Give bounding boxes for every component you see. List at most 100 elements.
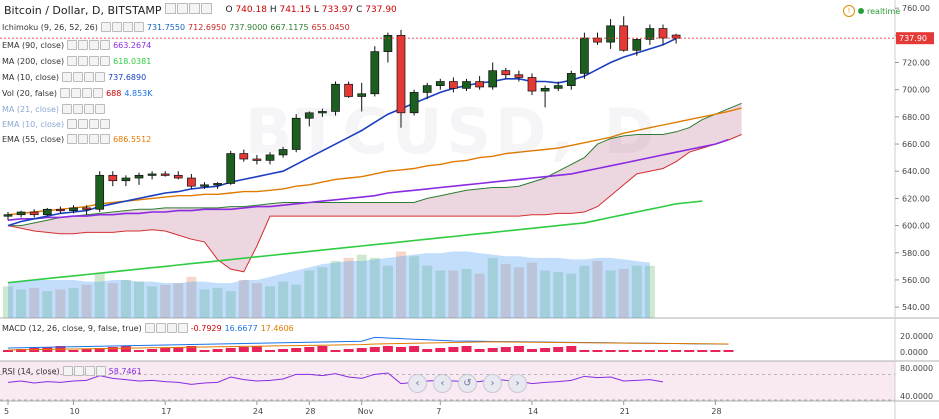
macd-legend[interactable]: MACD (12, 26, close, 9, false, true) -0.7… xyxy=(2,323,294,333)
candle xyxy=(645,24,655,45)
tool-icon[interactable] xyxy=(78,40,89,50)
indicator-0[interactable]: Ichimoku (9, 26, 52, 26) 731.7550 712.6950… xyxy=(2,22,350,32)
alert-circle-icon[interactable]: ! xyxy=(843,5,855,17)
tool-icon[interactable] xyxy=(62,72,73,82)
candle-body xyxy=(671,34,681,39)
tool-icon[interactable] xyxy=(95,366,106,376)
tool-icon[interactable] xyxy=(100,119,111,129)
indicator-tools[interactable] xyxy=(62,72,106,82)
tool-icon[interactable] xyxy=(100,22,111,32)
indicator-value: 737.6890 xyxy=(108,72,147,82)
indicator-3[interactable]: MA (10, close) 737.6890 xyxy=(2,72,146,82)
indicator-7[interactable]: EMA (55, close) 686.5512 xyxy=(2,134,151,144)
volume-bar xyxy=(631,265,642,318)
indicator-value: 655.0450 xyxy=(311,22,350,32)
macd-histogram-bar xyxy=(81,349,92,352)
indicator-label: MA (200, close) xyxy=(2,56,65,66)
tool-icon[interactable] xyxy=(67,56,78,66)
tool-icon[interactable] xyxy=(84,104,95,114)
rsi-legend[interactable]: RSI (14, close) 58.7461 xyxy=(2,366,142,376)
indicator-1[interactable]: EMA (90, close) 663.2674 xyxy=(2,40,151,50)
tool-icon[interactable] xyxy=(93,88,104,98)
macd-histogram-bar xyxy=(396,347,406,352)
tool-icon[interactable] xyxy=(78,134,89,144)
tool-icon[interactable] xyxy=(60,88,71,98)
tool-icon[interactable] xyxy=(89,40,100,50)
tool-icon[interactable] xyxy=(166,323,177,333)
indicator-tools[interactable] xyxy=(144,323,188,333)
tool-icon[interactable] xyxy=(100,40,111,50)
tool-icon[interactable] xyxy=(67,40,78,50)
volume-bar xyxy=(382,265,393,318)
realtime-status[interactable]: ! realtime xyxy=(843,5,900,17)
candle xyxy=(632,38,642,56)
rsi-line xyxy=(7,372,664,385)
tool-icon[interactable] xyxy=(73,72,84,82)
tool-icon[interactable] xyxy=(67,134,78,144)
tool-icon[interactable] xyxy=(95,104,106,114)
macd-histogram-bar xyxy=(500,347,511,352)
tool-icon[interactable] xyxy=(73,104,84,114)
tool-icon[interactable] xyxy=(62,366,73,376)
rsi-axis-label: 40.0000 xyxy=(900,392,933,401)
macd-histogram-bar xyxy=(160,348,171,352)
indicator-4[interactable]: Vol (20, false) 688 4.853K xyxy=(2,88,153,98)
tool-icon[interactable] xyxy=(78,119,89,129)
reset-view-icon[interactable]: ↺ xyxy=(458,374,477,393)
price-tick-label: 700.00 xyxy=(902,86,930,95)
tool-icon[interactable] xyxy=(84,366,95,376)
tool-icon[interactable] xyxy=(144,323,155,333)
eye-icon[interactable] xyxy=(165,3,177,14)
tool-icon[interactable] xyxy=(67,119,78,129)
more-icon[interactable] xyxy=(201,3,213,14)
indicator-tools[interactable] xyxy=(62,104,106,114)
indicator-6[interactable]: EMA (10, close) xyxy=(2,119,111,129)
indicator-label: Vol (20, false) xyxy=(2,88,58,98)
indicator-2[interactable]: MA (200, close) 618.0381 xyxy=(2,56,151,66)
indicator-tools[interactable] xyxy=(67,40,111,50)
tool-icon[interactable] xyxy=(122,22,133,32)
indicator-tools[interactable] xyxy=(67,134,111,144)
tool-icon[interactable] xyxy=(84,72,95,82)
indicator-tools[interactable] xyxy=(62,366,106,376)
tool-icon[interactable] xyxy=(133,22,144,32)
settings-icon[interactable] xyxy=(177,3,189,14)
tool-icon[interactable] xyxy=(89,56,100,66)
tool-icon[interactable] xyxy=(82,88,93,98)
tool-icon[interactable] xyxy=(89,134,100,144)
volume-bar xyxy=(644,265,655,318)
title-tools[interactable] xyxy=(165,3,213,17)
indicator-5[interactable]: MA (21, close) xyxy=(2,104,106,114)
tool-icon[interactable] xyxy=(100,134,111,144)
scroll-left-icon[interactable]: ‹ xyxy=(433,374,452,393)
tool-icon[interactable] xyxy=(177,323,188,333)
macd-histogram-bar xyxy=(592,350,603,352)
tool-icon[interactable] xyxy=(89,119,100,129)
indicator-tools[interactable] xyxy=(60,88,104,98)
symbol-title[interactable]: Bitcoin / Dollar, D, BITSTAMP xyxy=(4,3,162,17)
indicator-tools[interactable] xyxy=(100,22,144,32)
tool-icon[interactable] xyxy=(71,88,82,98)
tool-icon[interactable] xyxy=(78,56,89,66)
tool-icon[interactable] xyxy=(155,323,166,333)
x-tick-label: 7 xyxy=(436,407,441,416)
close-icon[interactable] xyxy=(189,3,201,14)
scroll-left-far-icon[interactable]: ‹ xyxy=(408,374,427,393)
indicator-tools[interactable] xyxy=(67,56,111,66)
scroll-right-far-icon[interactable]: › xyxy=(508,374,527,393)
candle-body xyxy=(409,92,419,114)
tool-icon[interactable] xyxy=(62,104,73,114)
tool-icon[interactable] xyxy=(73,366,84,376)
indicator-tools[interactable] xyxy=(67,119,111,129)
tool-icon[interactable] xyxy=(95,72,106,82)
volume-bar xyxy=(29,287,40,318)
macd-histogram-bar xyxy=(330,350,341,352)
scroll-right-icon[interactable]: › xyxy=(483,374,502,393)
tool-icon[interactable] xyxy=(100,56,111,66)
volume-bar xyxy=(566,273,577,318)
candle xyxy=(147,171,157,180)
tool-icon[interactable] xyxy=(111,22,122,32)
macd-histogram-bar xyxy=(16,349,27,352)
